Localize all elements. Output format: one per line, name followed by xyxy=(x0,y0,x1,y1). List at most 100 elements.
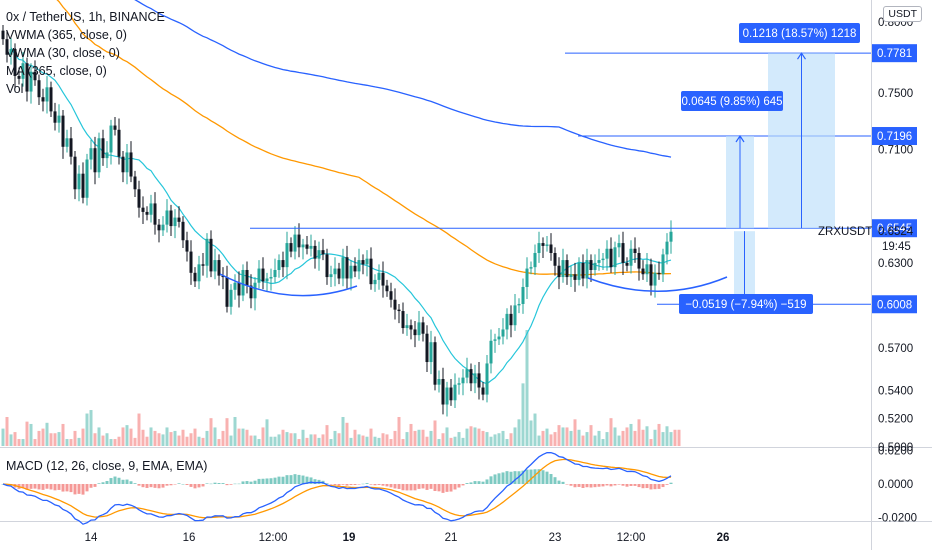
candle xyxy=(665,233,669,265)
volume-bar xyxy=(573,419,577,446)
candle xyxy=(73,151,77,200)
volume-bar xyxy=(449,437,453,446)
candle xyxy=(249,274,253,309)
candle xyxy=(561,248,565,283)
macd-histogram-bar xyxy=(129,481,133,484)
candle-body xyxy=(349,265,353,279)
candle xyxy=(557,257,561,290)
volume-bar xyxy=(481,430,485,446)
candle-body xyxy=(393,299,397,310)
volume-bar xyxy=(153,430,157,446)
candle-body xyxy=(157,224,161,231)
macd-label[interactable]: MACD (12, 26, close, 9, EMA, EMA) xyxy=(6,459,208,473)
macd-histogram-bar xyxy=(549,474,553,484)
macd-histogram-bar xyxy=(273,477,277,484)
price-tick-label: 0.5000 xyxy=(878,442,913,454)
volume-bar xyxy=(441,433,445,446)
candle-body xyxy=(269,277,273,279)
candle-body xyxy=(489,340,493,364)
candle xyxy=(197,255,201,290)
price-level-tag-label: 0.7781 xyxy=(877,48,912,60)
macd-histogram-bar xyxy=(169,484,173,486)
candle xyxy=(645,252,649,283)
candle xyxy=(377,264,381,290)
macd-histogram-bar xyxy=(329,484,333,485)
candle xyxy=(593,254,597,276)
legend-volume[interactable]: Vol xyxy=(6,82,24,96)
macd-histogram-bar xyxy=(141,484,145,488)
candle xyxy=(145,206,149,221)
candle-body xyxy=(441,379,445,405)
volume-bar xyxy=(669,432,673,446)
volume-bar xyxy=(661,432,665,446)
candle xyxy=(81,162,85,204)
macd-histogram-bar xyxy=(305,476,309,484)
candle-body xyxy=(589,260,593,270)
macd-histogram-bar xyxy=(473,481,477,484)
macd-histogram-bar xyxy=(609,484,613,487)
volume-bar xyxy=(577,429,581,446)
candle xyxy=(517,298,521,314)
volume-bar xyxy=(593,435,597,446)
candle-body xyxy=(601,258,605,261)
candle-body xyxy=(261,268,265,282)
candle-body xyxy=(233,282,237,290)
chart-title[interactable]: 0x / TetherUS, 1h, BINANCE xyxy=(6,10,165,24)
volume-bar xyxy=(157,433,161,446)
macd-histogram-bar xyxy=(165,484,169,486)
volume-bar xyxy=(621,430,625,446)
volume-bar xyxy=(41,428,45,446)
macd-histogram-bar xyxy=(449,484,453,492)
volume-bar xyxy=(301,429,305,446)
candle xyxy=(213,248,217,280)
macd-histogram-bar xyxy=(297,474,301,484)
legend-vwma-365[interactable]: VWMA (365, close, 0) xyxy=(6,28,127,42)
volume-bar xyxy=(65,439,69,446)
candle-body xyxy=(69,138,73,157)
macd-histogram-bar xyxy=(485,479,489,484)
candle xyxy=(337,262,341,285)
candle-body xyxy=(653,272,657,286)
candle-body xyxy=(377,272,381,280)
macd-histogram-bar xyxy=(617,484,621,485)
current-price-label: 0.6524 xyxy=(878,226,914,238)
candle-body xyxy=(17,75,21,79)
macd-histogram-bar xyxy=(509,471,513,484)
macd-histogram-bar xyxy=(65,484,69,492)
candle xyxy=(33,60,37,86)
candle xyxy=(241,264,245,302)
currency-badge[interactable]: USDT xyxy=(883,6,922,22)
volume-bar xyxy=(101,435,105,446)
candle-body xyxy=(469,369,473,384)
volume-bar xyxy=(73,430,77,446)
candle xyxy=(629,240,633,274)
measure-large-label-box xyxy=(739,23,860,43)
macd-histogram-bar xyxy=(625,484,629,487)
volume-bar xyxy=(665,426,669,446)
volume-bar xyxy=(161,434,165,446)
candle xyxy=(93,136,97,185)
macd-histogram-bar xyxy=(189,484,193,487)
macd-histogram-bar xyxy=(125,479,129,484)
candle-body xyxy=(413,329,417,336)
candle xyxy=(301,238,305,260)
macd-histogram-bar xyxy=(577,484,581,487)
candle-body xyxy=(465,369,469,378)
candle xyxy=(177,206,181,228)
measure-medium-label: 0.0645 (9.85%) 645 xyxy=(681,96,782,108)
candle xyxy=(209,230,213,278)
macd-histogram-bar xyxy=(337,484,341,486)
candle xyxy=(373,274,377,292)
candle xyxy=(85,153,89,206)
macd-histogram xyxy=(1,469,673,495)
legend-ma-365[interactable]: MA (365, close, 0) xyxy=(6,64,107,78)
candle-body xyxy=(585,260,589,279)
macd-histogram-bar xyxy=(265,478,269,484)
candle xyxy=(393,288,397,320)
macd-histogram-bar xyxy=(545,471,549,484)
macd-signal-line xyxy=(2,458,672,519)
legend-vwma-30[interactable]: VWMA (30, close, 0) xyxy=(6,46,120,60)
candle-body xyxy=(217,260,221,276)
volume-bar xyxy=(589,425,593,446)
